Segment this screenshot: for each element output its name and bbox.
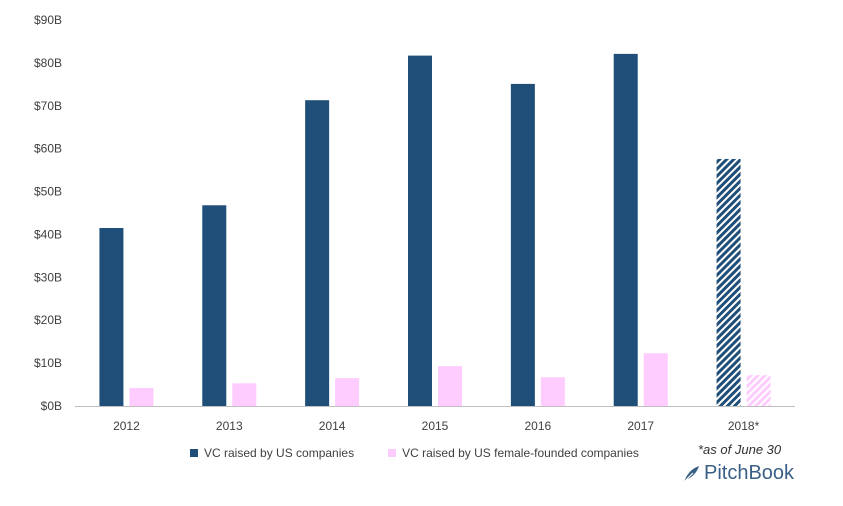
bar-female-founded-1	[232, 383, 257, 406]
bar-female-founded-5	[643, 353, 668, 406]
legend-swatch-us-companies	[190, 449, 198, 457]
x-tick-label: 2018*	[728, 419, 760, 433]
bar-female-founded-0	[129, 387, 154, 406]
legend: VC raised by US companies VC raised by U…	[190, 446, 673, 460]
bar-chart: $0B$10B$20B$30B$40B$50B$60B$70B$80B$90B …	[34, 13, 795, 433]
y-tick-label: $40B	[34, 227, 62, 241]
y-tick-label: $80B	[34, 56, 62, 70]
x-tick-label: 2013	[216, 419, 243, 433]
y-tick-label: $50B	[34, 185, 62, 199]
bar-us-companies-4	[510, 83, 535, 406]
y-tick-label: $70B	[34, 99, 62, 113]
x-tick-label: 2012	[113, 419, 140, 433]
legend-item-female-founded: VC raised by US female-founded companies	[388, 446, 639, 460]
y-tick-label: $90B	[34, 13, 62, 27]
y-tick-label: $30B	[34, 270, 62, 284]
y-axis: $0B $10B $20B $30B $40B $50B $60B $70B $80B $90B	[34, 13, 62, 413]
feather-icon	[683, 465, 699, 482]
bar-us-companies-0	[99, 228, 124, 406]
bar-us-companies-1	[202, 205, 227, 406]
y-tick-label: $10B	[34, 356, 62, 370]
x-tick-label: 2014	[319, 419, 346, 433]
y-tick-label: $20B	[34, 313, 62, 327]
x-axis: 2012 2013 2014 2015 2016 2017 2018*	[113, 419, 760, 433]
x-tick-label: 2017	[627, 419, 654, 433]
bar-us-companies-6	[716, 158, 741, 406]
bar-us-companies-3	[408, 55, 432, 406]
legend-label-us-companies: VC raised by US companies	[204, 446, 355, 460]
y-tick-label: $60B	[34, 142, 62, 156]
bar-female-founded-6	[746, 375, 771, 406]
bar-us-companies-5	[613, 53, 638, 406]
footnote: *as of June 30	[698, 442, 782, 457]
bar-female-founded-2	[335, 378, 360, 406]
bar-female-founded-3	[438, 366, 462, 406]
logo-text: PitchBook	[704, 462, 795, 484]
x-tick-label: 2016	[525, 419, 552, 433]
legend-label-female-founded: VC raised by US female-founded companies	[402, 446, 639, 460]
bar-us-companies-2	[305, 100, 330, 407]
y-tick-label: $0B	[41, 399, 62, 413]
x-tick-label: 2015	[422, 419, 449, 433]
legend-item-us-companies: VC raised by US companies	[190, 446, 354, 460]
legend-swatch-female-founded	[388, 449, 397, 457]
bar-female-founded-4	[540, 377, 565, 406]
bars	[99, 53, 771, 407]
pitchbook-logo: PitchBook	[681, 462, 794, 485]
